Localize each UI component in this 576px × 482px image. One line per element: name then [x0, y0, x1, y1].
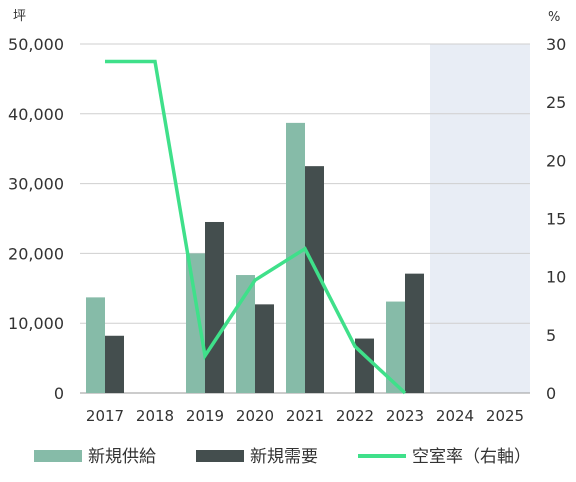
legend-label: 新規需要 [250, 447, 318, 467]
x-tick-label: 2018 [136, 407, 174, 425]
bar-supply [386, 301, 405, 393]
bar-demand [355, 338, 374, 393]
legend-label: 空室率（右軸） [412, 447, 531, 467]
bar-demand [255, 304, 274, 393]
bar-demand [405, 273, 424, 393]
bar-demand [105, 335, 124, 393]
y-right-tick-label: 30 [546, 35, 566, 54]
bar-supply [86, 297, 105, 393]
forecast-shade [430, 44, 530, 393]
y-right-tick-label: 10 [546, 268, 566, 287]
vacancy-rate-line [105, 59, 407, 395]
legend-swatch [34, 450, 82, 462]
y-left-tick-label: 50,000 [8, 35, 64, 54]
x-tick-label: 2020 [236, 407, 274, 425]
x-tick-label: 2019 [186, 407, 224, 425]
bar-supply [186, 253, 205, 393]
bar-demand [305, 166, 324, 393]
legend-swatch [196, 450, 244, 462]
x-tick-label: 2021 [286, 407, 324, 425]
x-tick-label: 2024 [436, 407, 474, 425]
legend-label: 新規供給 [88, 447, 156, 467]
x-tick-label: 2017 [86, 407, 124, 425]
bar-demand [205, 221, 224, 393]
y-left-tick-label: 40,000 [8, 105, 64, 124]
y-left-unit: 坪 [13, 9, 26, 24]
y-left-tick-label: 10,000 [8, 314, 64, 333]
y-left-tick-label: 0 [54, 384, 64, 403]
y-right-tick-label: 5 [546, 326, 556, 345]
y-left-tick-label: 30,000 [8, 175, 64, 194]
x-tick-label: 2023 [386, 407, 424, 425]
bar-supply [286, 122, 305, 394]
x-tick-label: 2025 [486, 407, 524, 425]
y-right-tick-label: 25 [546, 93, 566, 112]
y-left-tick-label: 20,000 [8, 244, 64, 263]
y-right-tick-label: 0 [546, 384, 556, 403]
y-right-unit: % [548, 10, 560, 25]
x-tick-label: 2022 [336, 407, 374, 425]
y-right-tick-label: 20 [546, 151, 566, 170]
y-right-tick-label: 15 [546, 210, 566, 229]
